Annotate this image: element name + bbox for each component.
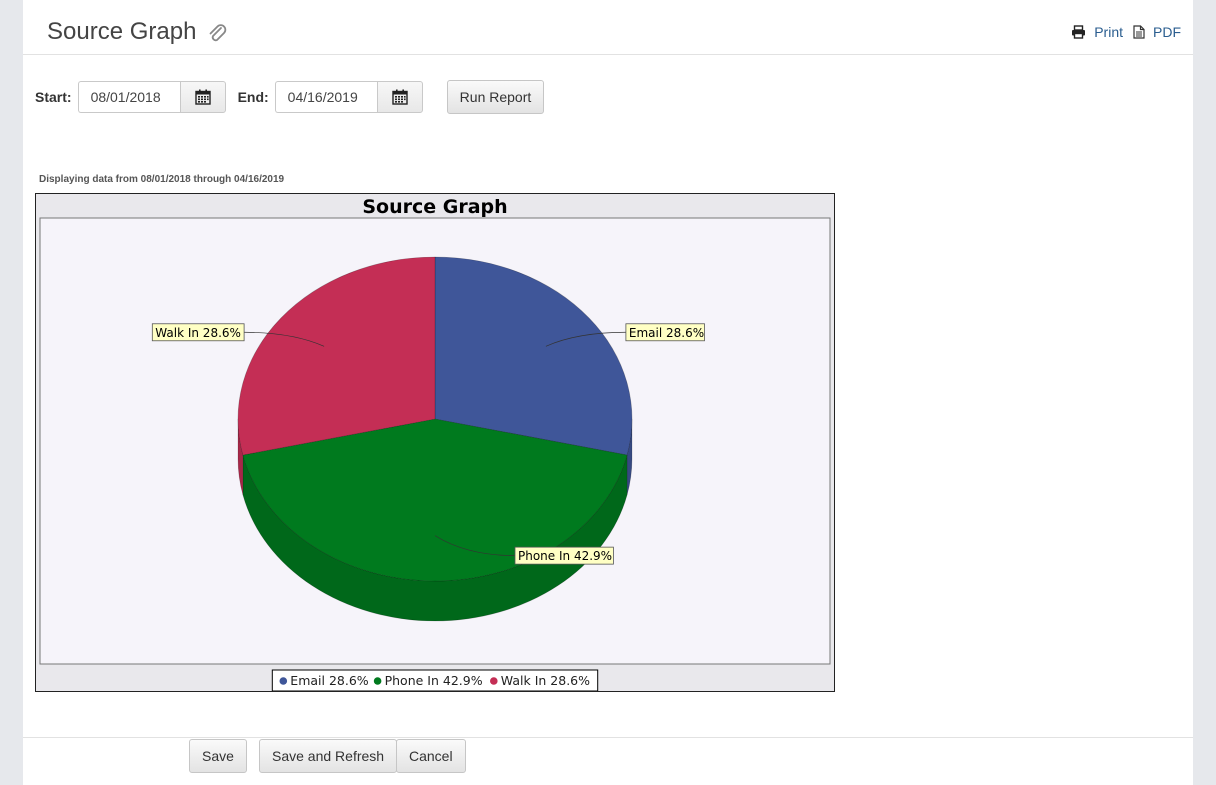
pie-slice-email xyxy=(434,256,633,456)
end-date-input[interactable] xyxy=(274,81,377,113)
slice-labels: Email 28.6% Phone In 42.9% Walk In 28.6% xyxy=(151,323,705,565)
report-panel: Source Graph Print PDF Start: xyxy=(23,0,1193,785)
slice-label: Walk In 28.6% xyxy=(155,326,241,340)
pie-layer xyxy=(237,256,633,622)
document-icon xyxy=(1133,25,1145,39)
save-and-refresh-button[interactable]: Save and Refresh xyxy=(259,739,398,773)
start-date-input[interactable] xyxy=(77,81,180,113)
pie-slice-phone-in xyxy=(242,418,628,582)
date-filter-row: Start: End: xyxy=(35,80,545,114)
calendar-icon xyxy=(194,89,211,105)
footer-divider xyxy=(23,737,1193,738)
end-date-group xyxy=(274,81,423,113)
legend-frame xyxy=(271,669,599,691)
source-pie-chart: Source Graph Email 28.6% Phone In 42.9% Wa… xyxy=(35,193,835,692)
legend-swatch xyxy=(373,677,382,685)
legend: Email 28.6% Phone In 42.9% Walk In 28.6% xyxy=(271,669,599,691)
legend-swatch xyxy=(490,677,498,685)
start-calendar-button[interactable] xyxy=(179,81,226,113)
legend-entry: Walk In 28.6% xyxy=(501,673,590,688)
pdf-action[interactable]: PDF xyxy=(1133,24,1181,40)
chart-canvas: Source Graph Email 28.6% Phone In 42.9% Wa… xyxy=(39,196,831,691)
slice-label: Phone In 42.9% xyxy=(518,549,612,563)
legend-entry: Phone In 42.9% xyxy=(385,673,483,688)
start-date-group xyxy=(77,81,226,113)
end-calendar-button[interactable] xyxy=(376,81,423,113)
page-title: Source Graph xyxy=(47,18,228,46)
start-label: Start: xyxy=(35,89,72,105)
slice-label-box xyxy=(625,323,705,342)
slice-label-box xyxy=(151,323,245,342)
slice-label: Email 28.6% xyxy=(629,326,704,340)
pdf-link[interactable]: PDF xyxy=(1153,24,1181,40)
chart-title: Source Graph xyxy=(362,196,507,218)
header-divider xyxy=(23,54,1193,55)
end-label: End: xyxy=(237,89,269,105)
print-action[interactable]: Print xyxy=(1071,24,1123,40)
print-link[interactable]: Print xyxy=(1094,24,1123,40)
save-button[interactable]: Save xyxy=(189,739,247,773)
page-title-text: Source Graph xyxy=(47,18,197,45)
legend-swatch xyxy=(279,677,288,685)
cancel-button[interactable]: Cancel xyxy=(396,739,466,773)
paperclip-icon[interactable] xyxy=(206,23,228,45)
run-report-button[interactable]: Run Report xyxy=(446,80,545,114)
printer-icon xyxy=(1072,25,1086,39)
label-connector xyxy=(434,535,516,556)
pie-slice-walk-in xyxy=(237,256,436,456)
header-actions: Print PDF xyxy=(1071,24,1181,40)
label-connector xyxy=(244,331,325,347)
calendar-icon xyxy=(391,89,408,105)
legend-entry: Email 28.6% xyxy=(290,673,368,688)
date-range-note: Displaying data from 08/01/2018 through … xyxy=(39,174,285,185)
slice-label-box xyxy=(514,546,614,565)
label-connector xyxy=(545,331,626,347)
